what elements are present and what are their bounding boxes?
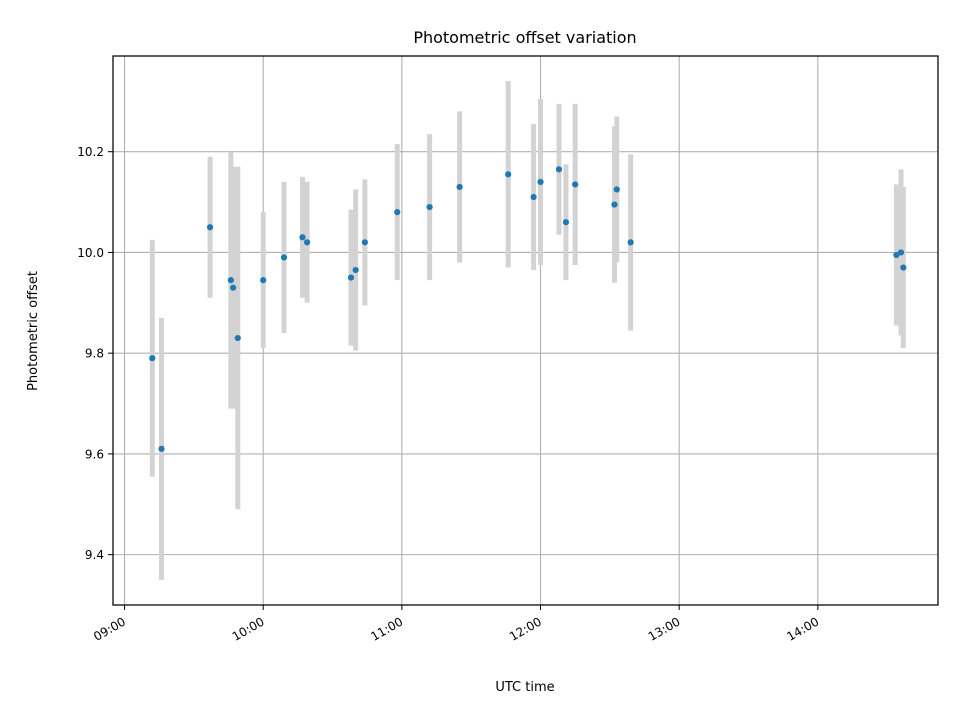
data-point	[897, 249, 905, 256]
data-point	[505, 171, 512, 178]
data-point	[230, 284, 237, 291]
data-point	[572, 181, 579, 188]
y-tick-label: 9.4	[85, 548, 104, 562]
data-point	[299, 234, 306, 241]
data-point	[361, 239, 368, 246]
data-point	[206, 224, 214, 231]
y-tick-label: 9.6	[85, 447, 104, 461]
data-point	[260, 277, 267, 284]
data-point	[613, 186, 620, 193]
y-axis-label: Photometric offset	[26, 271, 41, 391]
data-point	[149, 355, 156, 362]
data-point	[627, 239, 634, 246]
y-axis-ticks: 9.4 9.6 9.8 10.0 10.2	[77, 145, 113, 562]
data-point	[304, 239, 311, 246]
grid-lines	[113, 56, 938, 605]
data-point	[900, 264, 907, 271]
data-point	[611, 201, 618, 208]
data-point	[537, 178, 544, 186]
data-points	[149, 166, 907, 452]
data-point	[347, 274, 355, 281]
data-point	[234, 334, 241, 342]
data-point	[158, 445, 165, 452]
data-point	[227, 277, 234, 284]
data-point	[456, 183, 463, 191]
y-tick-label: 10.2	[77, 145, 104, 159]
data-point	[893, 251, 900, 259]
data-point	[562, 219, 570, 226]
data-point	[426, 204, 433, 211]
data-point	[280, 254, 288, 261]
data-point	[530, 193, 537, 201]
data-point	[555, 166, 563, 173]
y-tick-label: 9.8	[85, 347, 104, 361]
data-point	[352, 266, 359, 274]
plot-frame	[112, 55, 939, 606]
data-point	[394, 209, 401, 216]
x-axis-label: UTC time	[495, 680, 554, 695]
y-tick-label: 10.0	[77, 246, 104, 260]
chart-title: Photometric offset variation	[413, 28, 636, 47]
